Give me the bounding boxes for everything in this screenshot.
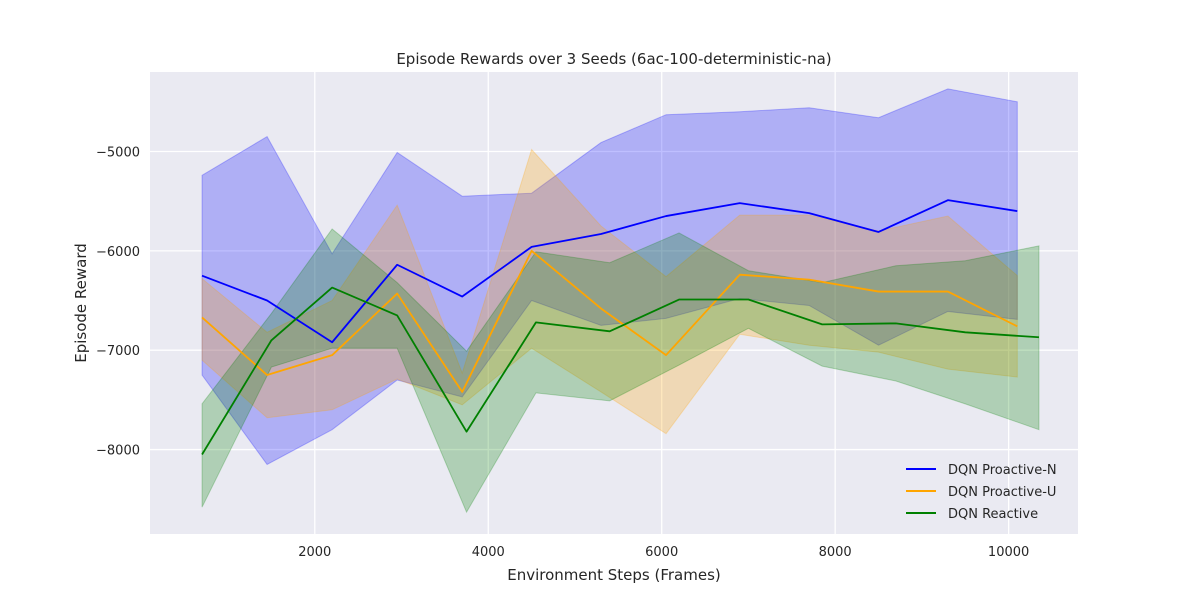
y-tick-label: −8000: [96, 444, 140, 459]
x-tick-label: 8000: [819, 545, 852, 560]
y-tick-labels: −8000 −7000 −6000 −5000: [96, 145, 140, 458]
y-axis-label: Episode Reward: [72, 243, 90, 363]
legend-label: DQN Proactive-N: [948, 463, 1057, 478]
line-series-2: [201, 286, 1040, 455]
x-tick-label: 6000: [645, 545, 678, 560]
legend-label: DQN Reactive: [948, 507, 1038, 522]
band-series-2: [201, 228, 1040, 514]
band-series-0: [201, 88, 1018, 466]
band-series-1: [201, 148, 1018, 435]
legend-label: DQN Proactive-U: [948, 485, 1056, 500]
plot-area: [150, 72, 1078, 534]
grid: [150, 72, 1078, 534]
x-axis-label: Environment Steps (Frames): [507, 566, 721, 584]
line-series-0: [201, 199, 1018, 344]
line-series-1: [201, 249, 1018, 393]
legend: DQN Proactive-N DQN Proactive-U DQN Reacti…: [906, 463, 1057, 522]
y-tick-label: −5000: [96, 145, 140, 160]
x-tick-label: 4000: [472, 545, 505, 560]
series-lines: [201, 199, 1040, 455]
x-tick-labels: 2000 4000 6000 8000 10000: [298, 545, 1029, 560]
x-tick-label: 2000: [298, 545, 331, 560]
y-tick-label: −6000: [96, 245, 140, 260]
x-tick-label: 10000: [988, 545, 1029, 560]
confidence-bands: [201, 88, 1040, 514]
chart-title: Episode Rewards over 3 Seeds (6ac-100-de…: [396, 50, 831, 68]
y-tick-label: −7000: [96, 344, 140, 359]
